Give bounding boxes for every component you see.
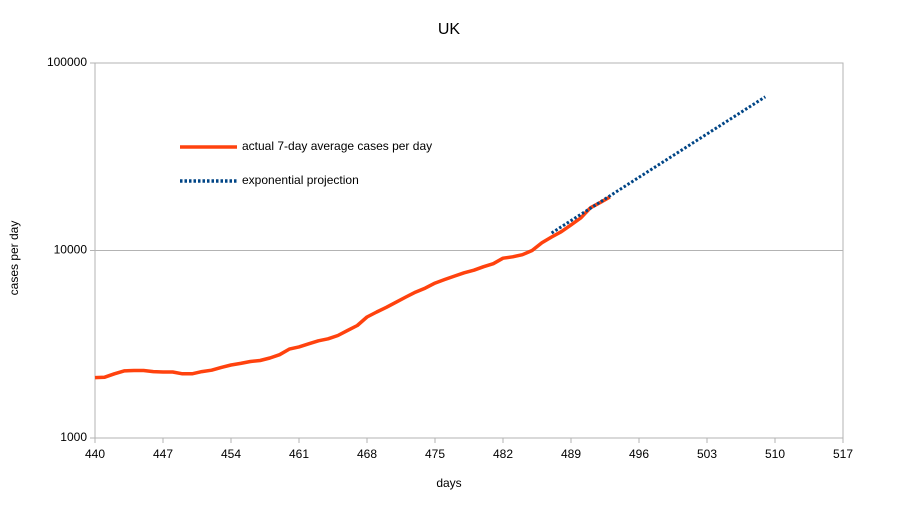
- x-tick-label: 454: [221, 447, 241, 461]
- y-axis-title: cases per day: [7, 221, 21, 296]
- x-tick-label: 468: [357, 447, 377, 461]
- y-tick-label: 10000: [54, 243, 88, 257]
- chart-title: UK: [438, 21, 461, 38]
- x-tick-label: 510: [765, 447, 785, 461]
- x-tick-label: 475: [425, 447, 445, 461]
- y-tick-label: 100000: [47, 55, 87, 69]
- series-line: [550, 95, 767, 235]
- legend-label: actual 7-day average cases per day: [242, 139, 432, 153]
- x-tick-label: 461: [289, 447, 309, 461]
- x-tick-label: 503: [697, 447, 717, 461]
- x-axis-title: days: [436, 476, 461, 490]
- x-tick-label: 447: [153, 447, 173, 461]
- series-line: [94, 195, 611, 380]
- x-tick-label: 496: [629, 447, 649, 461]
- legend-label: exponential projection: [242, 173, 359, 187]
- x-tick-label: 482: [493, 447, 513, 461]
- x-tick-label: 517: [833, 447, 853, 461]
- plot-border: [94, 62, 844, 439]
- x-tick-label: 440: [85, 447, 105, 461]
- x-tick-label: 489: [561, 447, 581, 461]
- y-tick-label: 1000: [60, 430, 87, 444]
